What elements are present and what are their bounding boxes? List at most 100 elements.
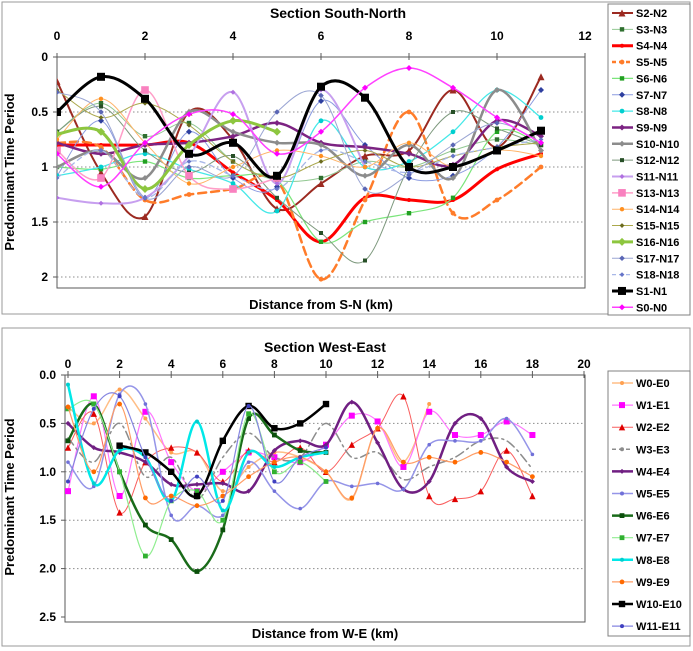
y-tick-label: 1.5 bbox=[39, 513, 56, 527]
legend-item-S10-N10: S10-N10 bbox=[612, 139, 679, 151]
series-line-S2-N2 bbox=[57, 75, 542, 220]
legend-label: S8-N8 bbox=[636, 106, 667, 118]
legend-label: W8-E8 bbox=[636, 555, 670, 567]
legend-marker bbox=[618, 237, 626, 246]
legend-marker bbox=[620, 624, 624, 629]
series-layer bbox=[57, 65, 545, 282]
legend-label: W10-E10 bbox=[636, 599, 682, 611]
legend-item-S8-N8: S8-N8 bbox=[612, 106, 667, 118]
legend-item-S18-N18: S18-N18 bbox=[612, 270, 679, 282]
y-tick-label: 1.5 bbox=[31, 215, 48, 229]
x-tick-label: 6 bbox=[219, 357, 226, 371]
legend-marker bbox=[618, 600, 626, 608]
legend-item-S7-N7: S7-N7 bbox=[612, 90, 667, 102]
y-tick-label: 0.0 bbox=[39, 368, 56, 382]
legend-label: S3-N3 bbox=[636, 24, 667, 36]
legend-item-S2-N2: S2-N2 bbox=[612, 8, 667, 20]
legend-marker bbox=[619, 91, 625, 98]
legend-label: W1-E1 bbox=[636, 400, 670, 412]
legend-marker bbox=[619, 124, 625, 131]
legend-label: S15-N15 bbox=[636, 221, 679, 233]
legend-marker bbox=[619, 579, 625, 585]
x-tick-label: 20 bbox=[577, 357, 591, 371]
legend-marker bbox=[618, 9, 626, 17]
legend-item-S0-N0: S0-N0 bbox=[612, 302, 667, 314]
legend-item-S14-N14: S14-N14 bbox=[612, 204, 680, 216]
legend-marker bbox=[620, 447, 624, 452]
legend-item-W6-E6: W6-E6 bbox=[612, 511, 670, 523]
chart-title: Section West-East bbox=[264, 339, 386, 355]
chart-canvas: 0 2 4 6 8 10 12 0 0.5 1 1.5 2 S2-N2 S3-N3 S4-N4 S5-N5 S6… bbox=[1, 1, 691, 316]
x-tick-label: 10 bbox=[319, 357, 333, 371]
x-tick-label: 2 bbox=[116, 357, 123, 371]
x-tick-label: 0 bbox=[65, 357, 72, 371]
series-markers-S0-N0 bbox=[57, 65, 544, 190]
legend-marker bbox=[619, 272, 625, 277]
legend-marker bbox=[618, 424, 626, 431]
legend-item-W9-E9: W9-E9 bbox=[612, 577, 670, 589]
legend-label: S10-N10 bbox=[636, 139, 679, 151]
legend-label: S9-N9 bbox=[636, 122, 667, 134]
legend-item-W2-E2: W2-E2 bbox=[612, 422, 670, 434]
legend-marker bbox=[619, 255, 625, 262]
chart-title: Section South-North bbox=[270, 5, 406, 21]
legend-item-S11-N11: S11-N11 bbox=[612, 172, 678, 184]
legend-marker bbox=[619, 513, 625, 518]
x-tick-label: 14 bbox=[423, 357, 437, 371]
y-tick-label: 2.0 bbox=[39, 562, 56, 576]
legend-item-W3-E3: W3-E3 bbox=[612, 444, 670, 456]
legend-box bbox=[607, 370, 691, 637]
legend-item-W5-E5: W5-E5 bbox=[612, 489, 670, 501]
legend-item-S3-N3: S3-N3 bbox=[612, 24, 667, 36]
series-line-S3-N3 bbox=[57, 102, 542, 183]
legend-label: W7-E7 bbox=[636, 533, 670, 545]
legend-label: S11-N11 bbox=[636, 172, 678, 184]
legend-item-S15-N15: S15-N15 bbox=[612, 221, 679, 233]
legend-item-W10-E10: W10-E10 bbox=[612, 599, 682, 611]
legend-item-W0-E0: W0-E0 bbox=[612, 378, 670, 390]
legend-label: S18-N18 bbox=[636, 270, 679, 282]
series-markers-S18-N18 bbox=[57, 137, 544, 201]
legend-marker bbox=[620, 557, 624, 562]
legend-label: S1-N1 bbox=[636, 286, 667, 298]
legend-label: S0-N0 bbox=[636, 302, 667, 314]
y-axis-label: Predominant Time Period bbox=[2, 93, 17, 250]
legend-marker bbox=[620, 491, 624, 496]
x-tick-label: 0 bbox=[54, 29, 61, 43]
legend-marker bbox=[619, 402, 625, 409]
south-north-chart: 0 2 4 6 8 10 12 0 0.5 1 1.5 2 S2-N2 S3-N3 S4-N4 S5-N5 S6… bbox=[1, 1, 691, 316]
legend-label: W0-E0 bbox=[636, 378, 670, 390]
legend-item-W7-E7: W7-E7 bbox=[612, 533, 670, 545]
legend-label: W6-E6 bbox=[636, 511, 670, 523]
x-tick-label: 4 bbox=[168, 357, 175, 371]
west-east-chart: 0 2 4 6 8 10 12 14 16 18 20 0.0 0.5 1.0 1.5 2.0 2.5 W0-E0… bbox=[1, 327, 691, 647]
legend-item-S16-N16: S16-N16 bbox=[612, 237, 679, 249]
y-tick-label: 0 bbox=[41, 50, 48, 64]
legend-marker bbox=[618, 189, 626, 197]
y-tick-label: 0.5 bbox=[31, 105, 48, 119]
x-axis-label: Distance from W-E (km) bbox=[252, 626, 398, 641]
legend-label: W11-E11 bbox=[636, 621, 681, 633]
legend-label: W3-E3 bbox=[636, 444, 670, 456]
legend-marker bbox=[619, 27, 625, 32]
x-tick-label: 12 bbox=[578, 29, 592, 43]
legend-marker bbox=[619, 207, 625, 212]
series-markers-W11-E11 bbox=[66, 394, 328, 503]
legend-item-S4-N4: S4-N4 bbox=[612, 41, 668, 53]
legend-label: S7-N7 bbox=[636, 90, 667, 102]
x-tick-label: 18 bbox=[526, 357, 540, 371]
y-tick-label: 0.5 bbox=[39, 416, 56, 430]
series-layer bbox=[65, 382, 536, 574]
legend-marker bbox=[619, 140, 625, 147]
chart-border bbox=[1, 327, 691, 647]
x-tick-label: 8 bbox=[406, 29, 413, 43]
legend-item-W1-E1: W1-E1 bbox=[612, 400, 670, 412]
legend-marker bbox=[619, 59, 625, 65]
legend-item-W11-E11: W11-E11 bbox=[612, 621, 681, 633]
legend-item-S5-N5: S5-N5 bbox=[612, 57, 667, 69]
y-tick-label: 2.5 bbox=[39, 610, 56, 624]
series-markers-S10-N10 bbox=[57, 87, 544, 181]
legend-label: S16-N16 bbox=[636, 237, 679, 249]
series-markers-S17-N17 bbox=[57, 89, 544, 201]
